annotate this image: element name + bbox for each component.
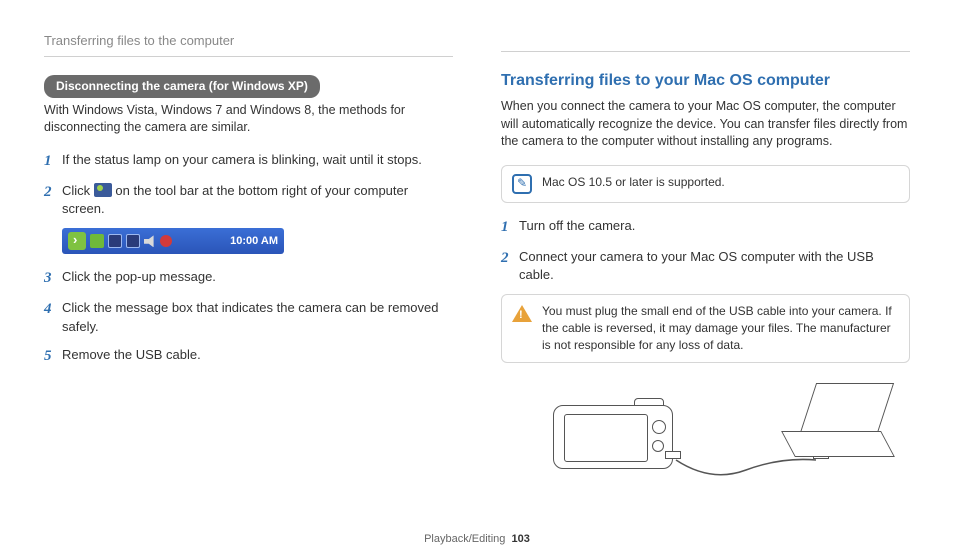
step-text: Remove the USB cable. [62,346,453,367]
connection-diagram [501,377,910,497]
step-text-before: Click [62,183,94,198]
left-column: Transferring files to the computer Disco… [44,32,453,497]
steps-list: 1 If the status lamp on your camera is b… [44,151,453,218]
laptop-illustration [788,383,892,463]
step-text: Click on the tool bar at the bottom righ… [62,182,453,218]
warning-note: You must plug the small end of the USB c… [501,294,910,362]
right-column: Transferring files to your Mac OS comput… [501,32,910,497]
step-text: Click the pop-up message. [62,268,453,289]
step-number: 1 [44,151,62,172]
footer-section: Playback/Editing [424,533,505,545]
step-4: 4 Click the message box that indicates t… [44,299,453,335]
note-text: Mac OS 10.5 or later is supported. [542,174,725,191]
taskbar-illustration: 10:00 AM [62,228,284,254]
divider [44,56,453,57]
section-heading: Transferring files to your Mac OS comput… [501,70,910,92]
step-1: 1 Turn off the camera. [501,217,910,238]
step-text: Click the message box that indicates the… [62,299,453,335]
step-text-after: on the tool bar at the bottom right of y… [62,183,408,216]
start-button-icon [68,232,86,250]
warning-icon [512,305,532,322]
tray-red-icon [160,235,172,247]
step-number: 3 [44,268,62,289]
step-5: 5 Remove the USB cable. [44,346,453,367]
step-number: 2 [501,248,519,284]
steps-list-cont: 3 Click the pop-up message. 4 Click the … [44,268,453,366]
step-number: 1 [501,217,519,238]
safely-remove-icon [94,183,112,197]
step-text: Turn off the camera. [519,217,910,238]
tray-monitor-icon [126,234,140,248]
tray-volume-icon [144,235,156,247]
section-pill: Disconnecting the camera (for Windows XP… [44,75,320,98]
step-1: 1 If the status lamp on your camera is b… [44,151,453,172]
info-icon [512,174,532,194]
step-number: 2 [44,182,62,218]
step-number: 4 [44,299,62,335]
footer-page-number: 103 [512,533,530,545]
step-text: Connect your camera to your Mac OS compu… [519,248,910,284]
intro-text: With Windows Vista, Windows 7 and Window… [44,102,453,137]
step-2: 2 Click on the tool bar at the bottom ri… [44,182,453,218]
step-text: If the status lamp on your camera is bli… [62,151,453,172]
intro-text: When you connect the camera to your Mac … [501,98,910,151]
note-text: You must plug the small end of the USB c… [542,303,899,353]
divider [501,51,910,52]
steps-list: 1 Turn off the camera. 2 Connect your ca… [501,217,910,284]
tray-icon [90,234,104,248]
taskbar-time: 10:00 AM [230,234,278,249]
step-2: 2 Connect your camera to your Mac OS com… [501,248,910,284]
breadcrumb: Transferring files to the computer [44,32,453,50]
camera-illustration [553,405,673,469]
step-number: 5 [44,346,62,367]
info-note: Mac OS 10.5 or later is supported. [501,165,910,203]
step-3: 3 Click the pop-up message. [44,268,453,289]
page-footer: Playback/Editing 103 [0,532,954,547]
tray-monitor-icon [108,234,122,248]
